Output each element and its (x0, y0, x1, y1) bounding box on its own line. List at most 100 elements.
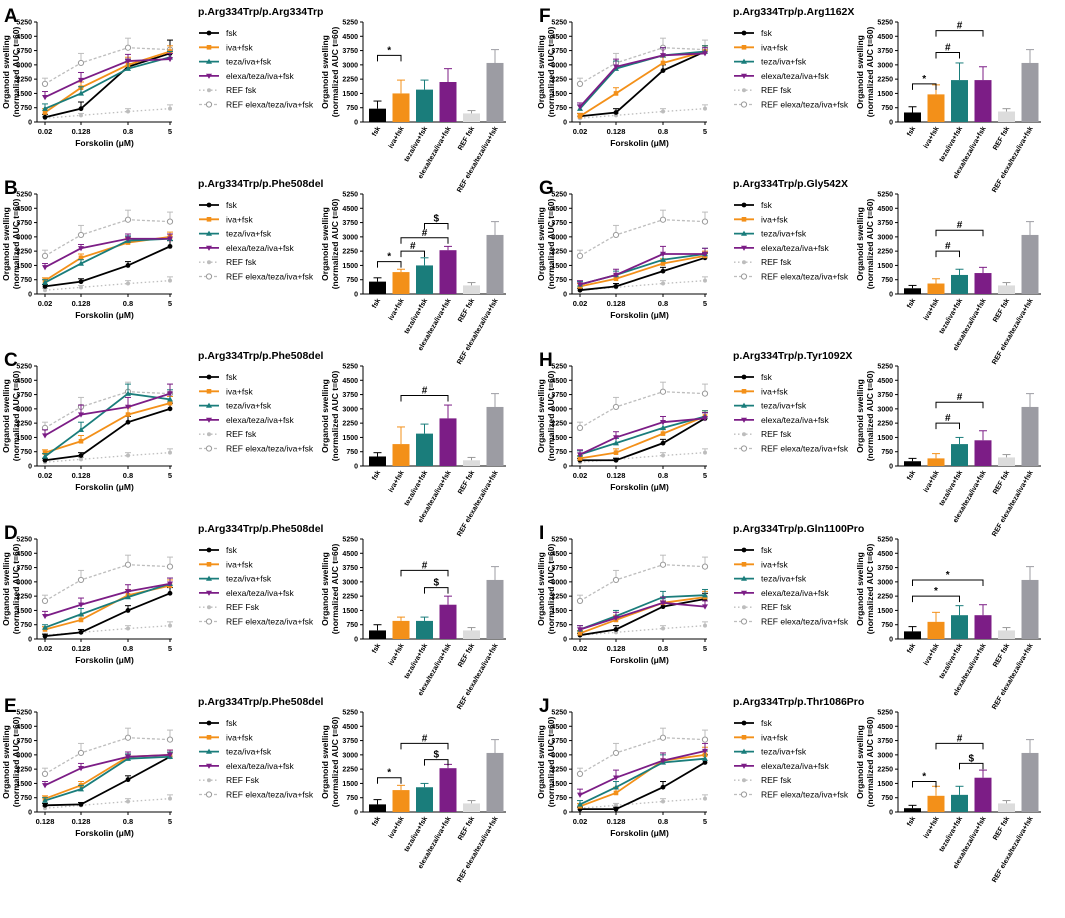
bar-category-label: teza/iva+fsk (403, 125, 429, 163)
y-tick-label: 1500 (16, 91, 32, 98)
y-label-line2: (normalized AUC t=60) (546, 199, 556, 290)
bar-y-label-line1: Organoid swelling (320, 552, 330, 626)
series-iva-fsk (42, 579, 173, 632)
y-tick-label: 2250 (16, 421, 32, 428)
data-point (659, 561, 667, 568)
y-label-line1: Organoid swelling (1, 725, 11, 799)
y-tick-label: 5250 (16, 20, 32, 27)
bar-category-label: teza/iva+fsk (938, 125, 964, 163)
bar-category-label: fsk (906, 642, 917, 654)
data-point (659, 388, 667, 395)
data-point (613, 457, 619, 463)
legend-label: REF Fsk (226, 775, 260, 785)
bar-y-tick-label: 750 (346, 449, 358, 456)
bar (486, 62, 504, 122)
y-tick-label: 4500 (551, 34, 567, 41)
series-ref-elexa-teza-iva-fsk (576, 209, 709, 260)
legend-marker (207, 260, 211, 265)
x-tick-label: 0.128 (72, 471, 91, 480)
legend-label: REF fsk (761, 257, 792, 267)
bar-y-label-line2: (normalized AUC t=60) (865, 544, 875, 635)
bar-y-tick-label: 5250 (877, 20, 893, 27)
x-tick-label: 0.128 (607, 127, 626, 136)
y-tick-label: 0 (563, 810, 567, 817)
x-tick-label: 0.8 (658, 471, 668, 480)
bar (463, 460, 480, 466)
bar-y-tick-label: 2250 (877, 594, 893, 601)
legend-label: REF elexa/teza/iva+fsk (226, 100, 314, 110)
significance-bracket: # (400, 733, 449, 750)
data-point (78, 426, 84, 433)
data-point (661, 453, 665, 458)
y-tick-label: 750 (555, 277, 567, 284)
series-line (579, 757, 706, 806)
data-point (659, 216, 667, 223)
y-tick-label: 0 (28, 464, 32, 471)
legend-marker (742, 260, 746, 265)
y-tick-label: 750 (20, 622, 32, 629)
y-tick-label: 750 (555, 105, 567, 112)
legend-marker (207, 88, 211, 93)
series-elexa-teza-iva-fsk (577, 412, 708, 458)
data-point (78, 611, 84, 617)
significance-bracket: * (912, 772, 937, 788)
bar-category-label: REF elexa/teza/iva+fsk (991, 297, 1035, 365)
data-point (78, 801, 84, 807)
series-line (579, 415, 706, 460)
bar (974, 615, 992, 639)
series-line (579, 564, 706, 602)
y-tick-label: 0 (563, 464, 567, 471)
data-point (659, 734, 667, 741)
legend-marker (741, 202, 747, 208)
legend-label: elexa/teza/iva+fsk (761, 761, 830, 771)
legend-label: fsk (226, 718, 238, 728)
data-point (78, 77, 84, 84)
data-point (42, 457, 48, 463)
y-tick-label: 3750 (16, 220, 32, 227)
bar-y-tick-label: 2250 (342, 77, 358, 84)
data-point (660, 784, 666, 790)
series-teza-iva-fsk (42, 577, 173, 630)
bar (904, 631, 921, 639)
bar-y-tick-label: 3750 (877, 392, 893, 399)
bar (463, 285, 480, 294)
legend-marker (205, 445, 213, 452)
legend-label: REF fsk (226, 429, 257, 439)
series-line (44, 237, 170, 269)
x-tick-label: 0.8 (658, 127, 668, 136)
legend-label: teza/iva+fsk (226, 57, 272, 67)
legend-marker (206, 590, 212, 596)
x-tick-label: 0.128 (72, 299, 91, 308)
bar-category-label: iva+fsk (388, 815, 406, 839)
legend-label: iva+fsk (226, 559, 253, 569)
bar-category-label: iva+fsk (923, 815, 941, 839)
y-tick-label: 1500 (551, 435, 567, 442)
bar (416, 787, 433, 812)
bar (998, 803, 1015, 812)
bar-category-label: teza/iva+fsk (938, 815, 964, 853)
data-point (168, 623, 172, 628)
data-point (166, 736, 174, 743)
bar (1021, 234, 1039, 294)
x-tick-label: 5 (703, 299, 707, 308)
bar-chart: Organoid swelling (normalized AUC t=60) 0 7… (320, 710, 506, 884)
bar-y-tick-label: 2250 (877, 249, 893, 256)
bar-y-label-line2: (normalized AUC t=60) (330, 371, 340, 462)
data-point (42, 265, 48, 271)
x-tick-label: 0.128 (36, 817, 55, 826)
bar-category-label: teza/iva+fsk (403, 297, 429, 335)
x-axis-label: Forskolin (μM) (610, 310, 669, 320)
data-point (79, 285, 83, 290)
bar-category-label: iva+fsk (923, 125, 941, 149)
legend-marker (206, 230, 212, 236)
data-point (167, 396, 173, 402)
legend-label: REF fsk (761, 775, 792, 785)
bracket-label: * (922, 772, 926, 783)
legend-marker (207, 778, 211, 783)
data-point (79, 457, 83, 462)
x-axis-label: Forskolin (μM) (610, 655, 669, 665)
legend-label: fsk (761, 372, 773, 382)
series-iva-fsk (42, 395, 173, 455)
bar (439, 250, 457, 294)
bar-y-axis-label: Organoid swelling (normalized AUC t=60) (855, 544, 875, 635)
